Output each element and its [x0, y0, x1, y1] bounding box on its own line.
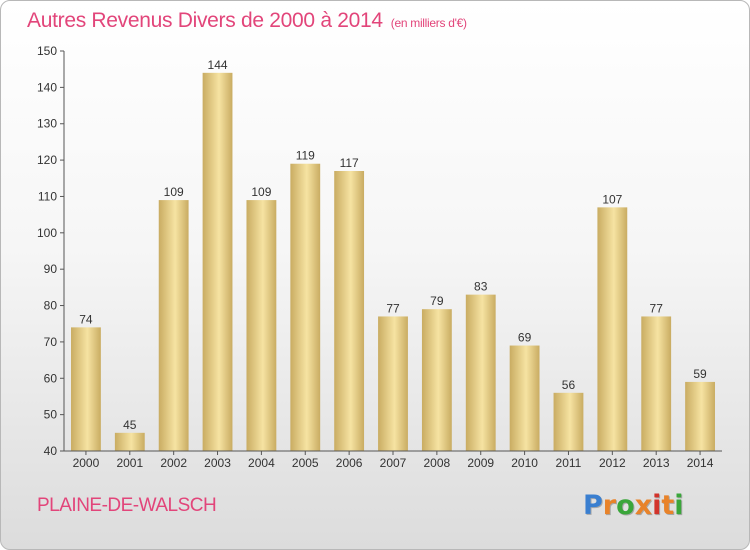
- x-tick-label: 2000: [73, 456, 100, 470]
- x-tick-label: 2014: [687, 456, 714, 470]
- x-tick-label: 2002: [160, 456, 187, 470]
- bars-group: 74 45 109 144 109 119 117 77 79 83 69 56 107 77 59: [71, 58, 715, 452]
- bar-value-label: 56: [562, 378, 576, 392]
- chart-title-text: Autres Revenus Divers de 2000 à 2014: [27, 9, 383, 32]
- bar-2000: [71, 327, 101, 451]
- x-tick-label: 2003: [204, 456, 231, 470]
- bar-value-label: 59: [693, 367, 707, 381]
- bar-value-label: 144: [208, 58, 228, 72]
- bar-value-label: 117: [340, 156, 359, 170]
- logo-letter: P: [583, 490, 603, 521]
- x-tick-label: 2009: [467, 456, 494, 470]
- logo-letter: x: [634, 490, 653, 521]
- x-tick-label: 2007: [380, 456, 407, 470]
- proxiti-logo: Proxiti: [583, 490, 684, 521]
- bar-2003: [202, 72, 233, 452]
- bar-2009: [465, 294, 496, 451]
- x-tick-label: 2011: [556, 456, 582, 470]
- logo-letter: i: [674, 490, 684, 521]
- bar-2004: [246, 200, 277, 451]
- bar-2001: [114, 432, 145, 451]
- x-tick-label: 2013: [643, 456, 670, 470]
- bar-2002: [158, 200, 189, 451]
- bar-value-label: 45: [123, 418, 137, 432]
- logo-letter: t: [661, 490, 675, 521]
- y-tick-label: 70: [44, 335, 58, 349]
- bar-2007: [378, 316, 408, 451]
- bar-2008: [421, 309, 452, 451]
- bar-value-label: 69: [518, 331, 532, 345]
- x-tick-label: 2001: [116, 456, 143, 470]
- y-tick-label: 80: [44, 299, 58, 313]
- logo-letter: r: [602, 490, 617, 521]
- bar-2013: [641, 316, 672, 451]
- bar-2010: [509, 345, 540, 451]
- y-tick-label: 50: [44, 408, 58, 422]
- bar-value-label: 107: [602, 192, 622, 206]
- logo-letter: o: [616, 490, 635, 521]
- x-tick-label: 2004: [248, 456, 275, 470]
- x-tick-label: 2012: [599, 456, 626, 470]
- y-tick-label: 110: [38, 189, 57, 203]
- y-tick-label: 40: [44, 444, 58, 458]
- chart-title: Autres Revenus Divers de 2000 à 2014 (en …: [27, 9, 467, 33]
- y-tick-label: 120: [37, 153, 57, 167]
- y-tick-label: 130: [37, 117, 57, 131]
- x-tick-label: 2006: [336, 456, 363, 470]
- y-tick-label: 90: [44, 262, 58, 276]
- bar-value-label: 79: [430, 294, 444, 308]
- bar-2012: [597, 207, 628, 451]
- bar-value-label: 109: [164, 185, 184, 199]
- y-tick-label: 140: [37, 80, 57, 94]
- y-tick-label: 150: [37, 44, 57, 58]
- bar-value-label: 77: [386, 301, 400, 315]
- x-tick-label: 2008: [424, 456, 451, 470]
- bar-value-label: 119: [296, 149, 315, 163]
- axes-group: 2000 2001 2002 2003 2004 2005 2006 2007 2008 2009…: [37, 44, 722, 470]
- bar-value-label: 83: [474, 280, 488, 294]
- bar-2006: [334, 171, 365, 451]
- bar-value-label: 74: [79, 312, 93, 326]
- bar-2005: [290, 163, 321, 451]
- chart-title-unit: (en milliers d'€): [390, 16, 467, 30]
- bar-2014: [685, 381, 715, 451]
- y-tick-label: 100: [37, 226, 57, 240]
- bar-value-label: 109: [251, 185, 271, 199]
- x-tick-label: 2010: [511, 456, 538, 470]
- y-tick-label: 60: [44, 371, 58, 385]
- x-tick-label: 2005: [292, 456, 319, 470]
- bar-value-label: 77: [650, 301, 664, 315]
- logo-letter: i: [652, 490, 662, 521]
- commune-name: PLAINE-DE-WALSCH: [37, 495, 217, 516]
- bar-2011: [553, 392, 584, 451]
